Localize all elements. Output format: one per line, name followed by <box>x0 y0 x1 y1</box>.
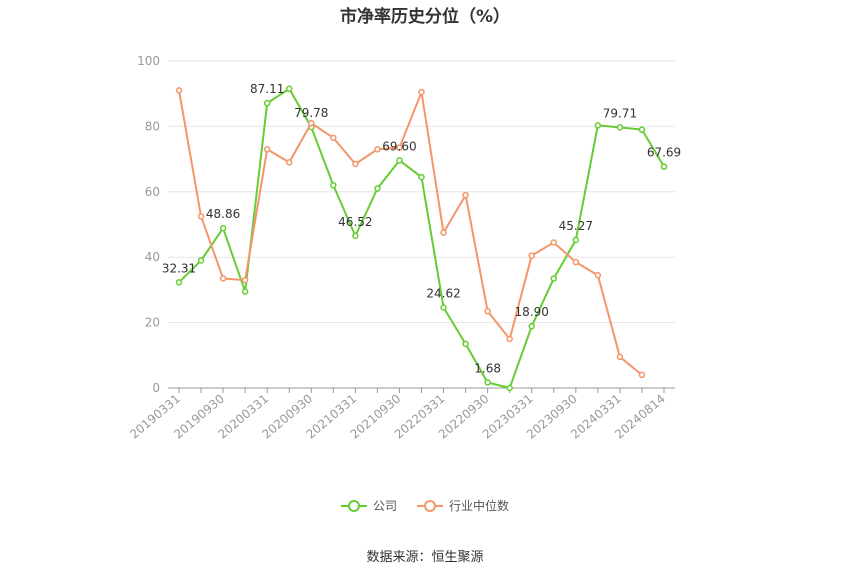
point-s0-20220630 <box>462 340 469 348</box>
point-s1-20230930 <box>572 258 580 266</box>
data-label-20220331: 24.62 <box>426 286 460 300</box>
point-s1-20230331 <box>528 252 535 259</box>
point-s1-20221231 <box>506 335 513 343</box>
point-s0-20240331 <box>616 124 624 131</box>
point-s1-20210331 <box>352 160 359 168</box>
data-label-20210331: 46.52 <box>338 215 372 229</box>
point-s0-20231231 <box>594 122 602 129</box>
point-s0-20220930 <box>484 379 491 386</box>
data-label-20240331: 79.71 <box>603 106 637 120</box>
point-s0-20190930 <box>219 224 227 232</box>
point-s1-20200331 <box>263 146 271 153</box>
legend-swatch-company <box>340 499 367 512</box>
legend: 公司 行业中位数 <box>0 497 850 514</box>
point-s0-20220331 <box>440 304 447 311</box>
y-tick-label-20: 20 <box>145 316 160 330</box>
point-s1-20200930 <box>308 119 315 127</box>
y-tick-label-0: 0 <box>152 381 160 395</box>
point-s0-20230630 <box>550 275 558 282</box>
data-label-20240814: 67.69 <box>647 146 681 160</box>
point-s0-20221231 <box>506 384 513 392</box>
point-s0-20240814 <box>660 163 668 170</box>
point-s1-20190630 <box>197 213 205 220</box>
legend-label-company: 公司 <box>372 499 397 513</box>
data-label-20230930: 45.27 <box>559 219 593 233</box>
data-label-20190930: 48.86 <box>206 207 240 221</box>
legend-swatch-industry-median <box>417 499 443 512</box>
point-s0-20210630 <box>374 185 381 192</box>
point-s1-20240331 <box>616 353 624 361</box>
point-s0-20211231 <box>418 173 425 181</box>
point-s1-20190331 <box>175 87 183 94</box>
series <box>175 85 668 392</box>
point-s0-20240630 <box>638 126 646 133</box>
data-label-20210930: 69.60 <box>382 139 416 153</box>
point-s0-20200331 <box>263 99 271 107</box>
point-s1-20240630 <box>638 371 646 379</box>
legend-item-industry-median[interactable]: 行业中位数 <box>417 497 509 514</box>
point-s1-20231231 <box>594 271 602 279</box>
point-s0-20191231 <box>241 288 249 295</box>
point-s1-20220331 <box>440 229 447 236</box>
y-tick-label-80: 80 <box>145 119 160 133</box>
legend-label-industry-median: 行业中位数 <box>449 499 510 513</box>
data-labels: 32.31 48.86 87.11 79.78 46.52 69.60 24.62 1.68 1… <box>162 82 681 375</box>
point-s1-20211231 <box>418 88 425 96</box>
point-s1-20210630 <box>374 146 381 153</box>
y-tick-label-100: 100 <box>137 54 160 68</box>
data-label-20230331: 18.90 <box>515 305 549 319</box>
point-s0-20230331 <box>528 322 535 330</box>
y-tick-label-60: 60 <box>145 185 160 199</box>
point-s1-20220930 <box>484 307 491 315</box>
data-label-20220930: 1.68 <box>474 362 501 376</box>
gridlines <box>168 60 675 324</box>
point-s1-20201231 <box>330 134 337 142</box>
point-s1-20190930 <box>219 275 227 282</box>
data-label-20200331: 87.11 <box>250 82 284 96</box>
source-note: 数据来源：恒生聚源 <box>366 550 484 565</box>
point-s0-20230930 <box>572 236 580 244</box>
point-s0-20190630 <box>197 257 205 264</box>
point-s1-20220630 <box>462 191 469 199</box>
point-s0-20210331 <box>352 232 359 240</box>
point-s1-20191231 <box>241 276 249 284</box>
point-s1-20200630 <box>285 159 293 166</box>
data-label-20190331: 32.31 <box>162 261 196 275</box>
series-line-1 <box>178 90 643 376</box>
y-tick-label-40: 40 <box>145 250 160 264</box>
point-s0-20210930 <box>396 157 403 164</box>
point-s0-20190331 <box>175 279 183 286</box>
point-s0-20201231 <box>330 182 337 189</box>
point-s1-20210930 <box>396 144 403 151</box>
chart-title: 市净率历史分位（%） <box>339 7 511 27</box>
data-label-20200930: 79.78 <box>294 106 328 120</box>
point-s1-20230630 <box>550 239 558 246</box>
point-s0-20200630 <box>285 85 293 93</box>
legend-item-company[interactable]: 公司 <box>340 497 397 514</box>
